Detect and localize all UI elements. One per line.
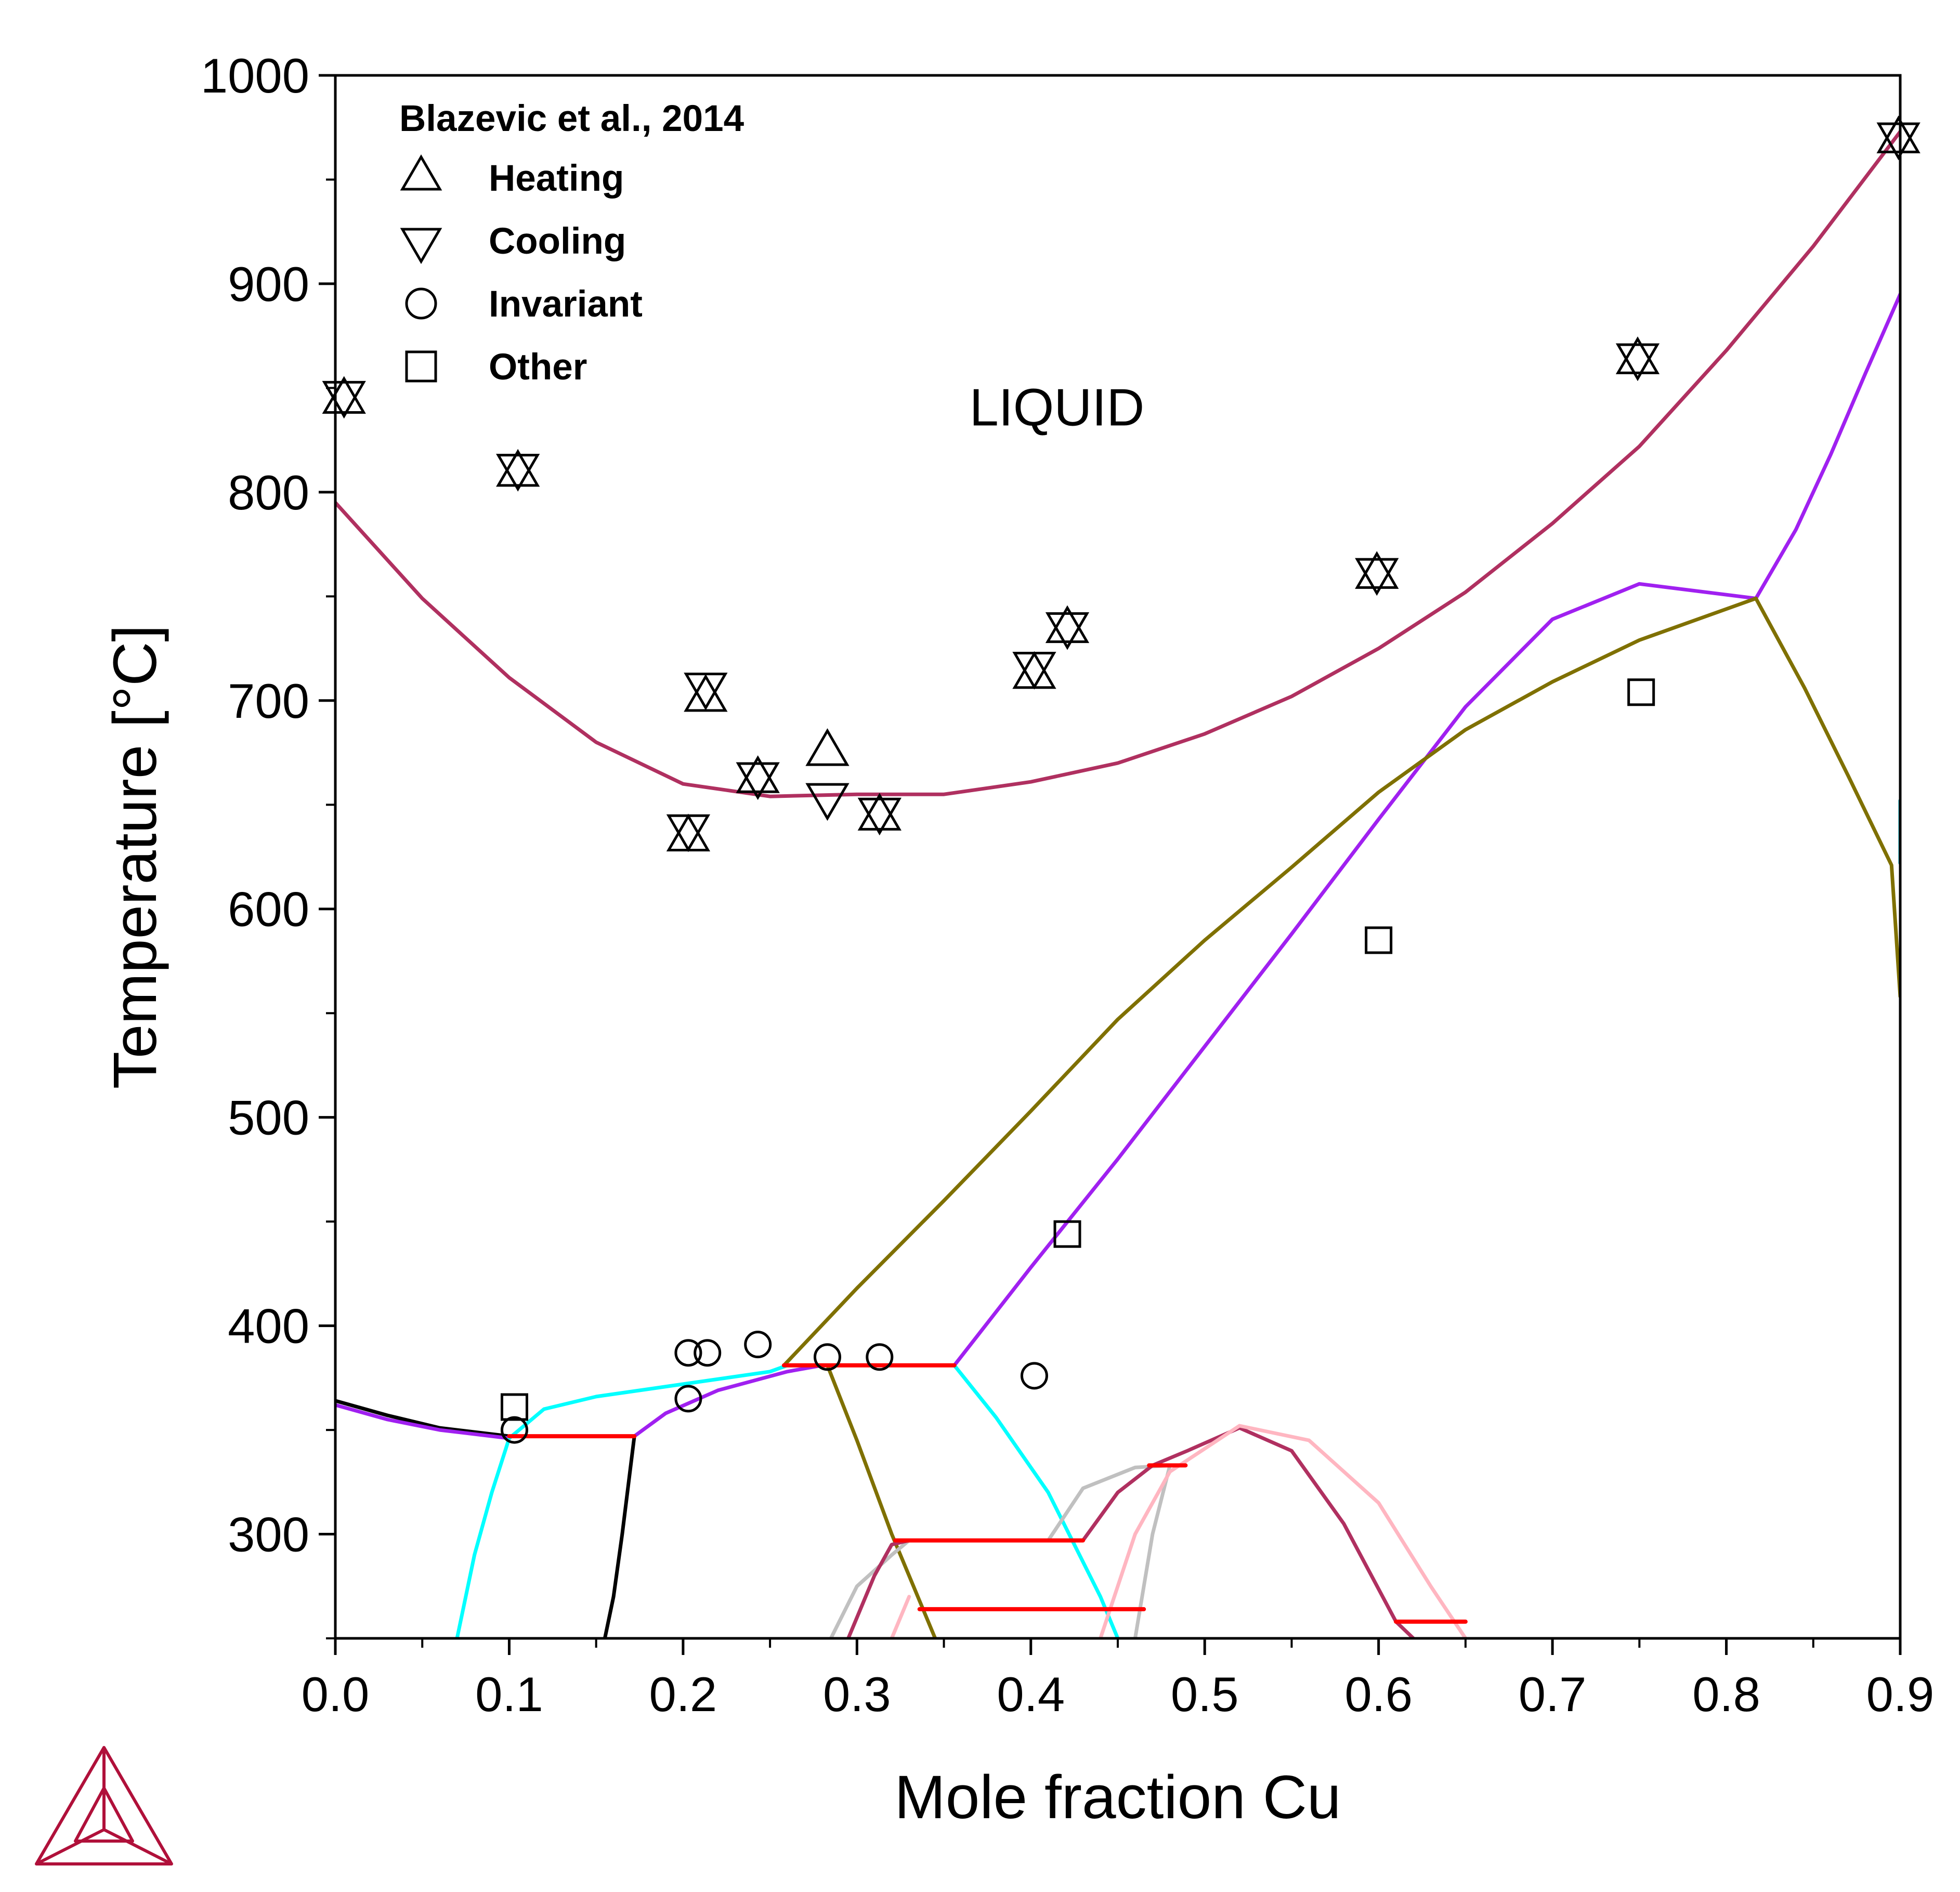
invariant-marker [674, 1385, 702, 1413]
x-axis-title: Mole fraction Cu [894, 1763, 1341, 1832]
phase-boundary-line-7 [335, 1403, 511, 1440]
y-tick-label: 800 [228, 465, 309, 520]
other-marker [1627, 678, 1655, 706]
x-tick-label: 0.8 [1692, 1667, 1760, 1722]
other-marker [1053, 1220, 1081, 1248]
invariant-marker [1020, 1362, 1048, 1390]
heating-marker [736, 755, 780, 793]
x-tick-label: 0.0 [302, 1667, 370, 1722]
phase-boundary-line-10 [455, 1436, 511, 1638]
phase-boundary-line-0 [335, 129, 1900, 798]
heating-marker [857, 793, 901, 831]
heating-marker [684, 674, 728, 712]
invariant-marker [744, 1331, 772, 1359]
x-tick-label: 0.3 [823, 1667, 891, 1722]
cooling-marker [736, 762, 780, 800]
phase-boundary-line-14 [829, 1539, 911, 1638]
x-tick-label: 0.1 [475, 1667, 543, 1722]
heating-marker [1355, 551, 1399, 589]
heating-marker [666, 813, 711, 852]
heating-marker [496, 449, 540, 487]
legend-other-icon [405, 350, 437, 383]
other-marker [1365, 926, 1393, 954]
invariant-marker [500, 1416, 528, 1444]
invariant-marker [866, 1343, 894, 1371]
cooling-marker [666, 814, 711, 852]
phase-boundary-line-17 [1081, 1426, 1416, 1638]
cooling-marker [1876, 122, 1920, 161]
cooling-marker [1012, 652, 1056, 690]
phase-boundary-line-19 [890, 1595, 911, 1638]
legend-label-heating: Heating [489, 158, 624, 199]
phase-boundary-line-18 [1099, 1424, 1468, 1638]
heating-marker [1012, 651, 1056, 689]
region-label-liquid: LIQUID [970, 379, 1145, 437]
thermo-calc-logo-icon [35, 1746, 173, 1865]
cooling-marker [1355, 558, 1399, 596]
cooling-marker [805, 783, 850, 821]
legend-label-other: Other [489, 347, 587, 388]
cooling-marker [857, 797, 901, 836]
x-tick-label: 0.9 [1866, 1667, 1935, 1722]
heating-marker [1615, 336, 1660, 374]
heating-marker [1876, 115, 1920, 153]
other-marker [500, 1393, 528, 1421]
phase-boundaries [335, 129, 1900, 1638]
phase-boundary-line-4 [1754, 596, 1900, 998]
experimental-markers [322, 115, 1920, 1444]
y-tick-label: 500 [228, 1090, 309, 1145]
y-axis-title: Temperature [°C] [101, 625, 169, 1089]
cooling-marker [684, 673, 728, 711]
x-tick-label: 0.7 [1519, 1667, 1587, 1722]
phase-boundary-line-13 [826, 1363, 937, 1638]
heating-marker [322, 376, 366, 414]
y-tick-label: 900 [228, 257, 309, 311]
x-tick-label: 0.2 [649, 1667, 717, 1722]
y-tick-label: 1000 [201, 48, 309, 103]
y-tick-label: 600 [228, 882, 309, 937]
legend: Blazevic et al., 2014 Heating Cooling Inva… [399, 98, 744, 388]
phase-boundary-line-12 [952, 1363, 1120, 1638]
cooling-marker [496, 454, 540, 492]
cooling-marker [1045, 612, 1090, 650]
phase-boundary-line-3 [782, 596, 1758, 1368]
cooling-marker [1615, 343, 1660, 382]
legend-label-invariant: Invariant [489, 284, 643, 325]
invariant-marker [813, 1343, 841, 1371]
heating-marker [1045, 605, 1090, 643]
x-tick-label: 0.4 [997, 1667, 1065, 1722]
phase-boundary-line-6 [335, 1399, 511, 1438]
invariant-marker [694, 1339, 722, 1367]
y-tick-label: 400 [228, 1299, 309, 1354]
phase-boundary-line-11 [632, 1363, 824, 1438]
legend-invariant-icon [405, 287, 437, 320]
phase-boundary-line-8 [603, 1434, 636, 1638]
legend-title: Blazevic et al., 2014 [399, 98, 744, 139]
y-tick-label: 300 [228, 1507, 309, 1562]
y-tick-label: 700 [228, 674, 309, 728]
legend-heating-icon [400, 154, 442, 191]
legend-cooling-icon [400, 228, 442, 264]
heating-marker [805, 728, 850, 766]
phase-boundary-line-2 [952, 582, 1758, 1368]
legend-label-cooling: Cooling [489, 221, 626, 262]
x-tick-label: 0.5 [1171, 1667, 1239, 1722]
axis-ticks: 0.0 0.1 0.2 0.3 0.4 0.5 0.6 0.7 0.8 0.9 300 400 500 6… [201, 48, 1934, 1722]
phase-boundary-line-9 [507, 1363, 790, 1440]
phase-boundary-line-1 [1754, 292, 1900, 600]
x-tick-label: 0.6 [1344, 1667, 1413, 1722]
invariant-marker [674, 1339, 702, 1367]
